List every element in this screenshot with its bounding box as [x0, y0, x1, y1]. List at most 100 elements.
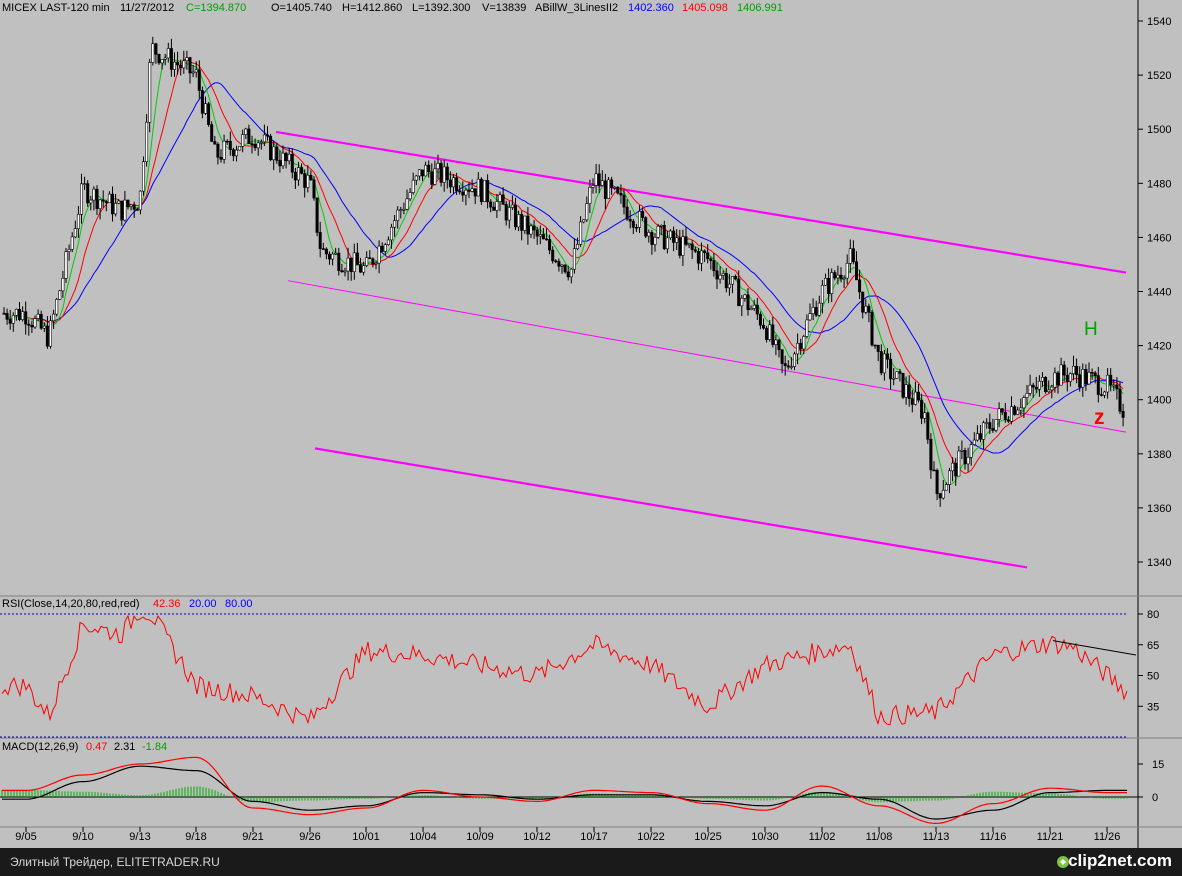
footer-brand[interactable]: clip2net.com — [1068, 851, 1172, 870]
candle-body — [89, 199, 93, 204]
x-tick-label: 11/21 — [1037, 831, 1064, 843]
trendlines — [275, 130, 1127, 569]
candle-body — [225, 140, 229, 143]
rsi-value: 42.36 — [153, 598, 181, 610]
candle-body — [507, 207, 511, 221]
candle-body — [535, 229, 539, 237]
candle-body — [269, 135, 273, 161]
candle-body — [802, 336, 806, 350]
x-tick-label: 11/26 — [1094, 831, 1121, 843]
candle-body — [882, 353, 886, 374]
x-tick-label: 10/01 — [352, 831, 380, 843]
candle-body — [1072, 365, 1076, 374]
candle-body — [64, 251, 68, 279]
candle-body — [436, 163, 440, 170]
candle-body — [1034, 386, 1038, 390]
candle-body — [67, 248, 71, 252]
candle-body — [1041, 377, 1045, 382]
candle-body — [265, 134, 269, 137]
candle-body — [656, 225, 660, 238]
candle-body — [321, 248, 325, 250]
header-close: C=1394.870 — [186, 2, 247, 14]
rsi-tick-label: 80 — [1147, 609, 1159, 621]
price-tick-label: 1400 — [1147, 395, 1171, 407]
candle-body — [668, 230, 672, 239]
candle-body — [783, 363, 787, 367]
candle-body — [306, 174, 310, 188]
candle-body — [517, 214, 521, 228]
candle-body — [228, 140, 232, 150]
candle-body — [148, 62, 152, 123]
annotation-z: z — [1094, 406, 1105, 429]
candle-body — [529, 225, 533, 235]
candle-body — [830, 272, 834, 294]
x-tick-label: 10/22 — [637, 831, 665, 843]
candle-body — [396, 209, 400, 221]
candle-body — [997, 408, 1001, 420]
candle-body — [448, 179, 452, 188]
candle-body — [76, 214, 80, 229]
candle-body — [544, 238, 548, 241]
candle-body — [374, 262, 378, 265]
chart-canvas: 1340136013801400142014401460148015001520… — [0, 0, 1182, 848]
candle-body — [451, 177, 455, 188]
candle-body — [792, 353, 796, 367]
price-tick-label: 1500 — [1147, 124, 1171, 136]
candle-body — [805, 319, 809, 337]
candle-body — [929, 439, 933, 471]
candle-body — [684, 236, 688, 245]
candle-body — [98, 199, 102, 209]
candle-body — [399, 209, 403, 211]
candle-body — [433, 168, 437, 185]
candle-body — [461, 191, 465, 196]
candle-body — [746, 294, 750, 311]
candle-body — [1028, 384, 1032, 394]
x-tick-label: 10/12 — [523, 831, 551, 843]
candle-body — [600, 180, 604, 186]
candle-body — [737, 278, 741, 307]
price-tick-label: 1440 — [1147, 287, 1171, 299]
header-ind-blue: 1402.360 — [628, 2, 674, 14]
channel-upper-line — [275, 130, 1127, 274]
candle-body — [362, 265, 366, 273]
candle-body — [523, 215, 527, 231]
candle-body — [293, 171, 297, 181]
candle-body — [334, 252, 338, 255]
candle-body — [579, 221, 583, 245]
candle-body — [210, 124, 214, 142]
x-tick-label: 9/21 — [242, 831, 263, 843]
candle-body — [932, 469, 936, 472]
candle-body — [219, 157, 223, 160]
candle-body — [1081, 369, 1085, 388]
candle-body — [833, 272, 837, 279]
candle-body — [551, 249, 555, 262]
candle-body — [244, 128, 248, 135]
candle-body — [33, 318, 37, 328]
candle-body — [628, 218, 632, 222]
candle-body — [817, 302, 821, 316]
candle-body — [920, 399, 924, 419]
footer-text: Элитный Трейдер, ELITETRADER.RU — [10, 855, 220, 869]
candle-body — [892, 378, 896, 380]
candle-body — [616, 187, 620, 194]
candle-body — [901, 372, 905, 398]
candle-body — [188, 57, 192, 74]
candle-body — [145, 121, 149, 163]
candle-body — [861, 291, 865, 313]
candle-body — [842, 277, 846, 280]
candle-body — [182, 60, 186, 69]
candle-body — [207, 103, 211, 125]
candle-body — [501, 194, 505, 205]
candle-body — [966, 456, 970, 465]
candle-body — [427, 164, 431, 173]
candle-body — [70, 236, 74, 250]
candle-body — [1065, 374, 1069, 382]
candle-body — [1062, 364, 1066, 376]
candle-body — [8, 319, 12, 324]
candle-body — [287, 153, 291, 162]
candle-body — [331, 253, 335, 260]
candle-body — [969, 444, 973, 458]
candle-body — [1084, 369, 1088, 385]
candle-body — [358, 264, 362, 273]
candle-body — [1059, 364, 1063, 386]
